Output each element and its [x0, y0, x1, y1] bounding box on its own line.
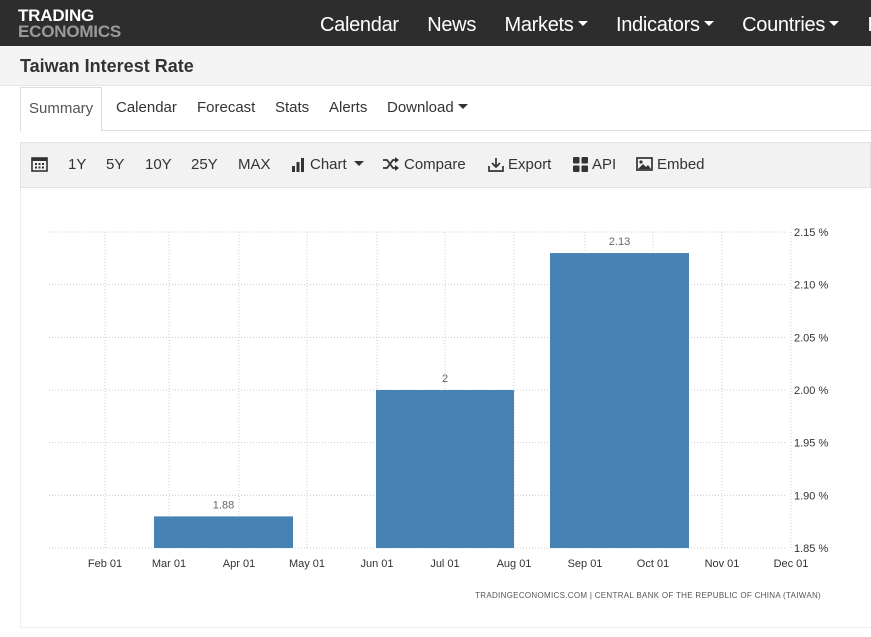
- nav-news[interactable]: News: [427, 0, 476, 50]
- bar-data-label: 2: [442, 373, 448, 385]
- tab-download-label: Download: [387, 99, 454, 116]
- bar-chart-icon: [292, 157, 304, 172]
- range-max-button[interactable]: MAX: [238, 156, 271, 173]
- range-25y-button[interactable]: 25Y: [191, 156, 218, 173]
- y-tick-label: 1.85 %: [794, 543, 828, 555]
- x-tick-label: Jul 01: [430, 558, 459, 570]
- x-tick-label: Oct 01: [637, 558, 669, 570]
- x-tick-label: Sep 01: [568, 558, 603, 570]
- tab-stats[interactable]: Stats: [275, 87, 309, 131]
- chevron-down-icon: [829, 21, 840, 27]
- tab-calendar-label: Calendar: [116, 99, 177, 116]
- range-5y-button[interactable]: 5Y: [106, 156, 125, 173]
- y-tick-label: 2.00 %: [794, 385, 828, 397]
- x-tick-label: Mar 01: [152, 558, 186, 570]
- embed-button[interactable]: Embed: [636, 143, 705, 187]
- tab-calendar[interactable]: Calendar: [116, 87, 177, 131]
- logo-line-2: ECONOMICS: [18, 22, 122, 41]
- nav-calendar-label: Calendar: [320, 14, 399, 36]
- chart-panel: 1.85 % 1.90 % 1.95 % 2.00 % 2.05 % 2.10 % 2.15…: [20, 188, 871, 628]
- bar: [376, 390, 514, 548]
- nav-markets-label: Markets: [504, 14, 574, 36]
- chevron-down-icon: [353, 160, 364, 166]
- x-tick-label: Apr 01: [223, 558, 255, 570]
- bar: [154, 516, 293, 548]
- nav-more-label: F: [868, 14, 871, 36]
- nav-more-truncated[interactable]: F: [868, 0, 871, 50]
- shuffle-icon: [383, 157, 399, 172]
- y-tick-label: 2.15 %: [794, 227, 828, 239]
- x-tick-label: Feb 01: [88, 558, 122, 570]
- trading-economics-logo[interactable]: TRADING ECONOMICS: [18, 6, 122, 41]
- nav-news-label: News: [427, 14, 477, 36]
- tab-download[interactable]: Download: [387, 87, 468, 131]
- page-title: Taiwan Interest Rate: [20, 56, 194, 76]
- x-tick-label: Jun 01: [360, 558, 393, 570]
- nav-calendar[interactable]: Calendar: [320, 0, 399, 50]
- tab-stats-label: Stats: [275, 99, 310, 116]
- tab-forecast-label: Forecast: [197, 99, 256, 116]
- y-tick-label: 2.10 %: [794, 280, 828, 292]
- x-tick-label: Aug 01: [497, 558, 532, 570]
- embed-label: Embed: [657, 156, 705, 173]
- tab-alerts[interactable]: Alerts: [329, 87, 367, 131]
- compare-label: Compare: [404, 156, 466, 173]
- interest-rate-bar-chart: 1.85 % 1.90 % 1.95 % 2.00 % 2.05 % 2.10 % 2.15…: [49, 227, 828, 600]
- y-tick-label: 1.95 %: [794, 438, 828, 450]
- chevron-down-icon: [577, 21, 588, 27]
- chart-toolbar: 1Y 5Y 10Y 25Y MAX Chart Compare Export A…: [20, 142, 871, 188]
- chart-type-label: Chart: [310, 156, 347, 173]
- top-navbar: TRADING ECONOMICS Calendar News Markets …: [0, 0, 871, 46]
- compare-button[interactable]: Compare: [382, 143, 466, 187]
- nav-indicators-label: Indicators: [615, 14, 700, 36]
- x-tick-label: May 01: [289, 558, 325, 570]
- tab-alerts-label: Alerts: [329, 99, 368, 116]
- bar: [550, 253, 689, 549]
- y-tick-label: 1.90 %: [794, 490, 828, 502]
- x-tick-label: Dec 01: [774, 558, 809, 570]
- range-1y-button[interactable]: 1Y: [68, 156, 87, 173]
- chart-type-button[interactable]: Chart: [291, 143, 364, 187]
- tab-summary-label: Summary: [29, 100, 94, 117]
- nav-countries[interactable]: Countries: [742, 0, 840, 50]
- indicator-tabs: Summary Calendar Forecast Stats Alerts D…: [20, 87, 871, 132]
- download-icon: [488, 157, 504, 172]
- bar-data-label: 1.88: [213, 499, 234, 511]
- chevron-down-icon: [457, 103, 468, 109]
- api-label: API: [592, 156, 617, 173]
- nav-markets[interactable]: Markets: [504, 0, 588, 50]
- nav-indicators[interactable]: Indicators: [616, 0, 714, 50]
- chevron-down-icon: [703, 21, 714, 27]
- logo-line-1: TRADING: [18, 6, 95, 25]
- date-picker-button[interactable]: [31, 143, 52, 187]
- calendar-icon: [31, 157, 48, 172]
- x-tick-label: Nov 01: [705, 558, 740, 570]
- grid-squares-icon: [573, 156, 588, 172]
- source-note: TRADINGECONOMICS.COM | CENTRAL BANK OF T…: [475, 591, 821, 600]
- y-tick-label: 2.05 %: [794, 332, 828, 344]
- export-button[interactable]: Export: [488, 143, 551, 187]
- main-nav: Calendar News Markets Indicators Countri…: [320, 0, 871, 46]
- tab-forecast[interactable]: Forecast: [197, 87, 255, 131]
- nav-countries-label: Countries: [742, 14, 826, 36]
- tab-summary[interactable]: Summary: [20, 87, 103, 132]
- image-icon: [636, 157, 653, 171]
- export-label: Export: [508, 156, 552, 173]
- range-10y-button[interactable]: 10Y: [145, 156, 172, 173]
- bar-data-label: 2.13: [609, 236, 630, 248]
- api-button[interactable]: API: [573, 143, 616, 187]
- title-bar: Taiwan Interest Rate: [0, 46, 871, 86]
